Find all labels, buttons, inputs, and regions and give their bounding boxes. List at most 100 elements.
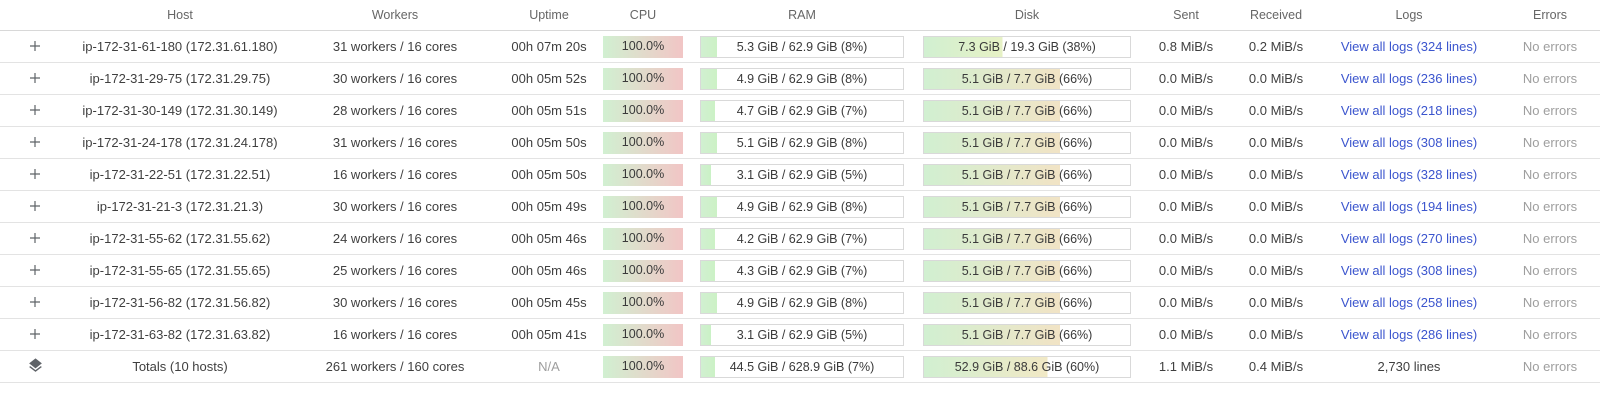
ram-usage-bar: 4.9 GiB / 62.9 GiB (8%) xyxy=(700,291,904,314)
view-all-logs-link[interactable]: View all logs (258 lines) xyxy=(1340,295,1478,310)
sent-cell: 0.0 MiB/s xyxy=(1158,71,1214,86)
expand-row-button[interactable] xyxy=(25,68,45,88)
table-row: ip-172-31-61-180 (172.31.61.180) 31 work… xyxy=(0,31,1600,63)
expand-row-button[interactable] xyxy=(25,292,45,312)
uptime-cell: 00h 05m 51s xyxy=(511,103,587,118)
table-row: ip-172-31-24-178 (172.31.24.178) 31 work… xyxy=(0,127,1600,159)
workers-cell: 16 workers / 16 cores xyxy=(332,327,458,342)
cpu-usage-bar: 100.0% xyxy=(603,131,683,154)
header-workers: Workers xyxy=(371,8,419,22)
uptime-cell: 00h 05m 46s xyxy=(511,263,587,278)
disk-usage-bar: 5.1 GiB / 7.7 GiB (66%) xyxy=(923,131,1131,154)
received-cell: 0.0 MiB/s xyxy=(1248,71,1304,86)
totals-icon-slot xyxy=(25,356,45,376)
sent-cell: 0.0 MiB/s xyxy=(1158,167,1214,182)
view-all-logs-link[interactable]: View all logs (324 lines) xyxy=(1340,39,1478,54)
expand-row-button[interactable] xyxy=(25,100,45,120)
plus-icon xyxy=(30,137,40,147)
sent-cell: 0.0 MiB/s xyxy=(1158,263,1214,278)
uptime-cell: 00h 05m 52s xyxy=(511,71,587,86)
view-all-logs-link[interactable]: View all logs (270 lines) xyxy=(1340,231,1478,246)
workers-cell: 31 workers / 16 cores xyxy=(332,135,458,150)
view-all-logs-link[interactable]: View all logs (308 lines) xyxy=(1340,263,1478,278)
host-cell: ip-172-31-21-3 (172.31.21.3) xyxy=(96,199,264,214)
disk-usage-bar: 5.1 GiB / 7.7 GiB (66%) xyxy=(923,323,1131,346)
uptime-cell: 00h 05m 41s xyxy=(511,327,587,342)
received-cell: 0.2 MiB/s xyxy=(1248,39,1304,54)
host-cell: Totals (10 hosts) xyxy=(132,359,228,374)
expand-row-button[interactable] xyxy=(25,196,45,216)
view-all-logs-link[interactable]: View all logs (236 lines) xyxy=(1340,71,1478,86)
host-cell: ip-172-31-61-180 (172.31.61.180) xyxy=(82,39,278,54)
ram-usage-bar: 5.1 GiB / 62.9 GiB (8%) xyxy=(700,131,904,154)
header-cpu: CPU xyxy=(629,8,657,22)
view-all-logs-link[interactable]: View all logs (286 lines) xyxy=(1340,327,1478,342)
sent-cell: 1.1 MiB/s xyxy=(1158,359,1214,374)
uptime-cell: 00h 07m 20s xyxy=(511,39,587,54)
expand-row-button[interactable] xyxy=(25,164,45,184)
header-received: Received xyxy=(1249,8,1303,22)
uptime-cell: 00h 05m 50s xyxy=(511,167,587,182)
expand-row-button[interactable] xyxy=(25,132,45,152)
header-disk: Disk xyxy=(1014,8,1040,22)
ram-usage-bar: 4.9 GiB / 62.9 GiB (8%) xyxy=(700,195,904,218)
errors-cell: No errors xyxy=(1522,231,1578,246)
workers-cell: 28 workers / 16 cores xyxy=(332,103,458,118)
sent-cell: 0.0 MiB/s xyxy=(1158,103,1214,118)
table-header-row: Host Workers Uptime CPU RAM Disk Sent Re… xyxy=(0,0,1600,31)
errors-cell: No errors xyxy=(1522,71,1578,86)
logs-cell: View all logs (270 lines) xyxy=(1318,231,1500,246)
disk-usage-bar: 5.1 GiB / 7.7 GiB (66%) xyxy=(923,99,1131,122)
plus-icon xyxy=(30,41,40,51)
ram-usage-bar: 3.1 GiB / 62.9 GiB (5%) xyxy=(700,163,904,186)
ram-usage-bar: 44.5 GiB / 628.9 GiB (7%) xyxy=(700,355,904,378)
table-row: ip-172-31-22-51 (172.31.22.51) 16 worker… xyxy=(0,159,1600,191)
errors-cell: No errors xyxy=(1522,135,1578,150)
expand-row-button[interactable] xyxy=(25,228,45,248)
ram-usage-bar: 4.2 GiB / 62.9 GiB (7%) xyxy=(700,227,904,250)
uptime-cell: 00h 05m 46s xyxy=(511,231,587,246)
expand-row-button[interactable] xyxy=(25,36,45,56)
ram-usage-bar: 4.9 GiB / 62.9 GiB (8%) xyxy=(700,67,904,90)
expand-row-button[interactable] xyxy=(25,324,45,344)
received-cell: 0.0 MiB/s xyxy=(1248,167,1304,182)
errors-cell: No errors xyxy=(1522,295,1578,310)
table-row: ip-172-31-30-149 (172.31.30.149) 28 work… xyxy=(0,95,1600,127)
logs-cell: View all logs (308 lines) xyxy=(1318,135,1500,150)
table-row: ip-172-31-63-82 (172.31.63.82) 16 worker… xyxy=(0,319,1600,351)
sent-cell: 0.0 MiB/s xyxy=(1158,295,1214,310)
plus-icon xyxy=(30,297,40,307)
uptime-cell: 00h 05m 49s xyxy=(511,199,587,214)
expand-row-button[interactable] xyxy=(25,260,45,280)
totals-row: Totals (10 hosts) 261 workers / 160 core… xyxy=(0,351,1600,383)
sent-cell: 0.0 MiB/s xyxy=(1158,199,1214,214)
plus-icon xyxy=(30,73,40,83)
cpu-usage-bar: 100.0% xyxy=(603,227,683,250)
header-host: Host xyxy=(167,8,193,22)
received-cell: 0.0 MiB/s xyxy=(1248,263,1304,278)
view-all-logs-link[interactable]: View all logs (218 lines) xyxy=(1340,103,1478,118)
workers-cell: 30 workers / 16 cores xyxy=(332,295,458,310)
view-all-logs-link[interactable]: View all logs (194 lines) xyxy=(1340,199,1478,214)
cpu-usage-bar: 100.0% xyxy=(603,355,683,378)
disk-usage-bar: 5.1 GiB / 7.7 GiB (66%) xyxy=(923,259,1131,282)
received-cell: 0.4 MiB/s xyxy=(1248,359,1304,374)
disk-usage-bar: 5.1 GiB / 7.7 GiB (66%) xyxy=(923,227,1131,250)
uptime-cell: N/A xyxy=(538,359,560,374)
uptime-cell: 00h 05m 45s xyxy=(511,295,587,310)
header-sent: Sent xyxy=(1173,8,1199,22)
plus-icon xyxy=(30,329,40,339)
host-cell: ip-172-31-55-65 (172.31.55.65) xyxy=(89,263,271,278)
disk-usage-bar: 5.1 GiB / 7.7 GiB (66%) xyxy=(923,163,1131,186)
view-all-logs-link[interactable]: View all logs (308 lines) xyxy=(1340,135,1478,150)
cpu-usage-bar: 100.0% xyxy=(603,99,683,122)
table-row: ip-172-31-56-82 (172.31.56.82) 30 worker… xyxy=(0,287,1600,319)
table-row: ip-172-31-29-75 (172.31.29.75) 30 worker… xyxy=(0,63,1600,95)
ram-usage-bar: 4.3 GiB / 62.9 GiB (7%) xyxy=(700,259,904,282)
logs-cell: View all logs (194 lines) xyxy=(1318,199,1500,214)
view-all-logs-link[interactable]: View all logs (328 lines) xyxy=(1340,167,1478,182)
ram-usage-bar: 4.7 GiB / 62.9 GiB (7%) xyxy=(700,99,904,122)
received-cell: 0.0 MiB/s xyxy=(1248,135,1304,150)
plus-icon xyxy=(30,201,40,211)
